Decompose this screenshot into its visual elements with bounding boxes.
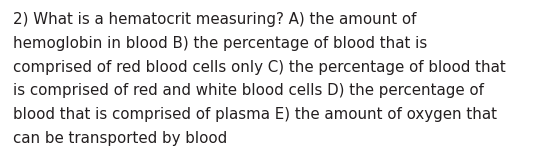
Text: 2) What is a hematocrit measuring? A) the amount of: 2) What is a hematocrit measuring? A) th…: [13, 12, 416, 27]
Text: is comprised of red and white blood cells D) the percentage of: is comprised of red and white blood cell…: [13, 83, 484, 98]
Text: blood that is comprised of plasma E) the amount of oxygen that: blood that is comprised of plasma E) the…: [13, 107, 497, 122]
Text: comprised of red blood cells only C) the percentage of blood that: comprised of red blood cells only C) the…: [13, 60, 506, 75]
Text: hemoglobin in blood B) the percentage of blood that is: hemoglobin in blood B) the percentage of…: [13, 36, 427, 51]
Text: can be transported by blood: can be transported by blood: [13, 131, 227, 146]
